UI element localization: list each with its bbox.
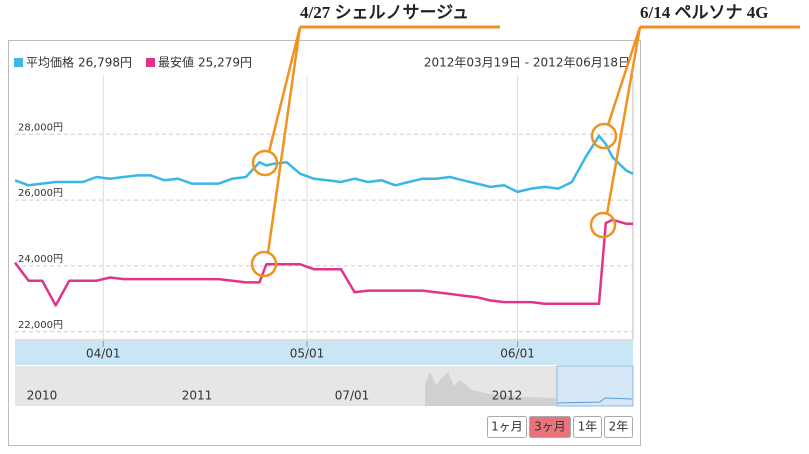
legend-value: 25,279円 [198,56,252,70]
series-line [14,134,634,194]
series-line [14,218,633,307]
navigator-label: 2011 [182,389,213,403]
date-range: 2012年03月19日 - 2012年06月18日 [424,56,630,70]
legend-swatch [146,58,156,67]
annotation-circle [590,122,618,150]
annotation-circle [251,149,279,177]
y-tick-label: 28,000円 [18,122,63,133]
range-button[interactable] [604,416,633,438]
y-tick-label: 22,000円 [18,320,63,331]
navigator-window[interactable] [556,365,634,407]
x-tick-label: 04/01 [86,347,121,361]
x-tick-label: 06/01 [500,347,535,361]
range-button-label[interactable]: 2年 [609,420,629,434]
y-tick-label: 26,000円 [18,188,63,199]
annotation-leader [266,26,302,254]
navigator-preview [425,372,556,406]
range-button[interactable] [529,416,571,438]
range-button[interactable] [487,416,527,438]
legend-value: 26,798円 [78,56,132,70]
x-axis-band [15,341,633,365]
legend-label: 最安値 [158,55,194,70]
navigator-label: 2010 [27,389,58,403]
y-tick-label: 24,000円 [18,254,63,265]
annotation: 4/27 シェルノサージュ [300,3,469,22]
navigator-window-line [556,397,633,404]
annotation-leader [605,26,642,215]
annotation-leader [267,26,302,153]
annotation-circle [589,211,617,239]
legend-swatch [14,58,23,67]
range-button-label[interactable]: 1ヶ月 [491,420,523,434]
range-button-label[interactable]: 1年 [578,420,598,434]
range-button-label[interactable]: 3ヶ月 [534,420,566,434]
annotation-circle [250,250,278,278]
range-button[interactable] [573,416,602,438]
navigator-label: 2012 [492,389,523,403]
annotation-leader [606,26,642,126]
x-tick-label: 05/01 [290,347,325,361]
annotation: 6/14 ペルソナ 4G [640,3,768,22]
navigator-label: 07/01 [335,389,370,403]
legend-label: 平均価格 [26,55,74,70]
